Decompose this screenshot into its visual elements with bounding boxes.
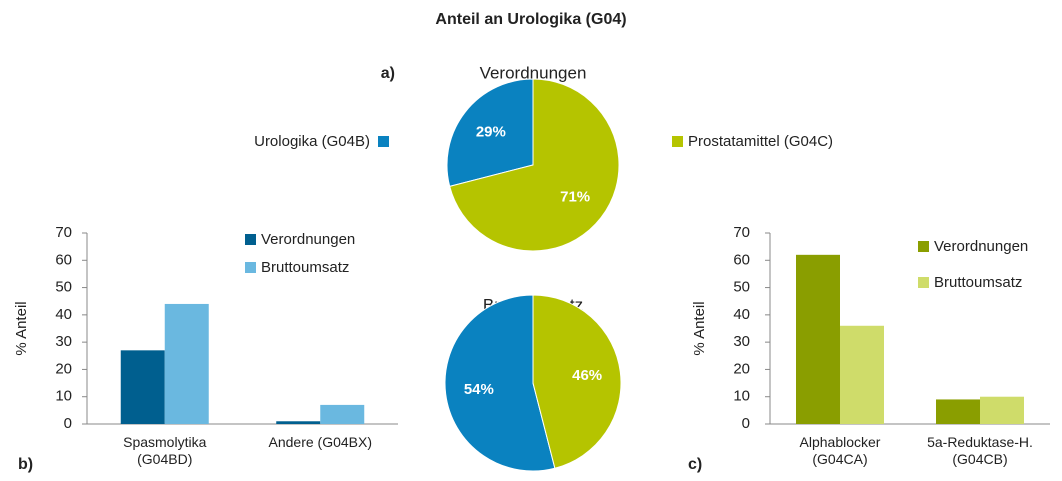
data-label: 71%: [560, 189, 590, 206]
y-tick-label: 0: [64, 415, 72, 432]
y-tick-label: 40: [55, 306, 72, 323]
y-axis-label: % Anteil: [13, 301, 30, 355]
legend-label: Verordnungen: [261, 231, 355, 248]
legend-label: Bruttoumsatz: [261, 259, 349, 276]
y-tick-label: 70: [55, 224, 72, 241]
y-tick-label: 60: [55, 251, 72, 268]
legend-swatch: [918, 241, 929, 252]
x-tick-label: Spasmolytika (G04BD): [123, 434, 207, 467]
legend-swatch: [245, 234, 256, 245]
bar: [980, 396, 1024, 424]
data-label: 29%: [476, 123, 506, 140]
panel-label: c): [688, 456, 702, 473]
legend-label: Verordnungen: [934, 238, 1028, 255]
pie-title: Verordnungen: [480, 63, 587, 82]
y-tick-label: 60: [733, 251, 750, 268]
x-tick-label: 5a-Reduktase-H. (G04CB): [927, 434, 1033, 467]
bar: [164, 303, 209, 424]
pie-slice: [532, 294, 622, 469]
x-tick-label: Alphablocker (G04CA): [799, 434, 881, 467]
y-tick-label: 50: [733, 279, 750, 296]
chart-title: Anteil an Urologika (G04): [435, 11, 626, 28]
y-tick-label: 50: [55, 279, 72, 296]
y-tick-label: 70: [733, 224, 750, 241]
legend-swatch: [918, 277, 929, 288]
bar: [936, 399, 980, 424]
pie-slice: [449, 78, 620, 252]
legend-label: Prostatamittel (G04C): [688, 133, 833, 150]
y-tick-label: 10: [55, 388, 72, 405]
legend-swatch: [245, 262, 256, 273]
bar: [320, 404, 365, 424]
bar: [120, 350, 165, 424]
data-label: 54%: [464, 381, 494, 398]
bar: [796, 254, 840, 424]
y-tick-label: 30: [55, 333, 72, 350]
y-tick-label: 20: [55, 360, 72, 377]
bar: [276, 421, 321, 424]
pie-slice: [446, 78, 534, 187]
bar: [840, 325, 884, 424]
legend-label: Urologika (G04B): [254, 133, 370, 150]
legend-label: Bruttoumsatz: [934, 274, 1022, 291]
y-tick-label: 30: [733, 333, 750, 350]
data-label: 46%: [572, 367, 602, 384]
legend-swatch: [378, 136, 389, 147]
y-tick-label: 20: [733, 360, 750, 377]
y-tick-label: 10: [733, 388, 750, 405]
x-tick-label: Andere (G04BX): [268, 434, 373, 450]
legend-swatch: [672, 136, 683, 147]
y-tick-label: 40: [733, 306, 750, 323]
panel-label: a): [381, 65, 395, 82]
pie-slice: [444, 294, 556, 472]
y-tick-label: 0: [742, 415, 750, 432]
panel-label: b): [18, 456, 33, 473]
y-axis-label: % Anteil: [691, 301, 708, 355]
